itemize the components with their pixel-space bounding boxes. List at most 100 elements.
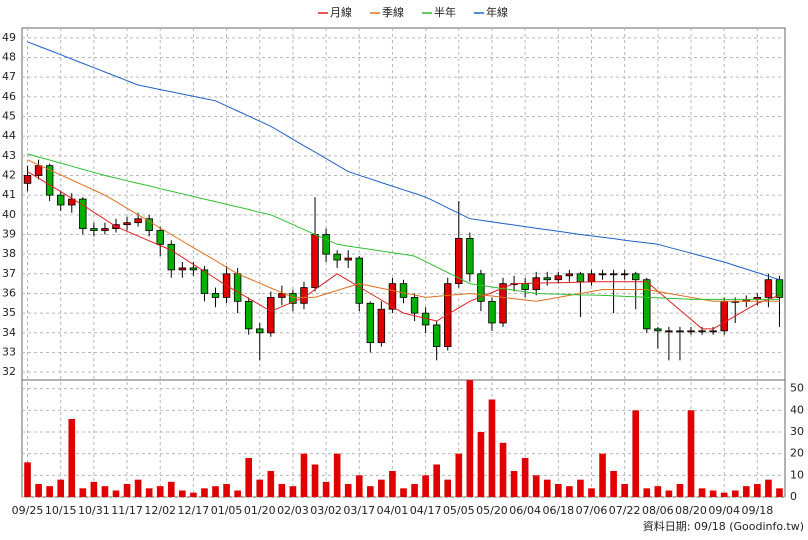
volume-bar [179, 490, 186, 497]
volume-bar [577, 479, 584, 497]
legend-label: 半年 [434, 5, 456, 19]
volume-bar [212, 486, 219, 497]
ma-line [27, 41, 780, 281]
candle-body [56, 194, 65, 206]
volume-bar [134, 479, 142, 497]
legend-label: 季線 [382, 5, 404, 19]
candle-body [587, 273, 596, 283]
x-tick-label: 09/04 [708, 504, 740, 517]
candle-body [90, 228, 98, 231]
plot-frame [21, 27, 786, 498]
candle-body [289, 293, 297, 304]
candle-body [565, 273, 574, 277]
x-tick-label: 10/31 [78, 504, 110, 517]
x-tick-label: 10/15 [45, 504, 77, 517]
volume-tick-label: 40 [790, 403, 804, 416]
volume-bar [466, 380, 474, 497]
volume-tick-label: 10 [790, 468, 804, 481]
volume-bar [112, 490, 120, 497]
x-tick-label: 01/20 [244, 504, 276, 517]
volume-bar [477, 432, 485, 497]
x-tick-label: 06/18 [542, 504, 574, 517]
candle-body [399, 283, 408, 298]
volume-bar [433, 464, 440, 497]
y-tick-label: 43 [2, 149, 16, 162]
volume-bar [145, 488, 153, 497]
candle-body [499, 283, 507, 324]
volume-bar [687, 410, 695, 497]
candle-body [698, 330, 706, 333]
candle-body [665, 330, 673, 333]
x-tick-label: 07/22 [609, 504, 641, 517]
volume-bar [643, 488, 651, 497]
x-tick-label: 01/05 [211, 504, 243, 517]
candle-body [543, 277, 551, 281]
volume-bar [223, 484, 230, 497]
candle-body [388, 283, 397, 310]
candle-body [764, 279, 773, 298]
volume-bar [455, 453, 463, 497]
candle-body [598, 273, 607, 276]
y-tick-label: 34 [2, 326, 16, 339]
candle-body [720, 300, 728, 332]
volume-bar [720, 492, 728, 497]
candle-body [278, 293, 286, 298]
y-tick-label: 38 [2, 247, 16, 260]
volume-bar [532, 475, 540, 497]
volume-bar [378, 479, 385, 497]
footer: 資料日期: 09/18 (Goodinfo.tw) [643, 519, 804, 533]
volume-bar [35, 484, 42, 497]
volume-bar [543, 479, 551, 497]
volume-tick-label: 0 [790, 490, 797, 503]
candle-body [178, 267, 187, 271]
volume-bar [400, 488, 407, 497]
volume-bar [311, 464, 319, 497]
volume-bar [444, 479, 452, 497]
candle-body [775, 279, 784, 298]
volume-bar [742, 486, 750, 497]
volume-bar [57, 479, 65, 497]
candle-body [488, 300, 496, 324]
candle-body [455, 238, 463, 285]
x-tick-label: 12/02 [144, 504, 176, 517]
volume-bar [632, 410, 640, 497]
candle-body [45, 165, 54, 196]
candle-body [167, 243, 175, 271]
volume-bar [344, 484, 352, 497]
volume-bar [765, 479, 772, 497]
candle-body [676, 330, 684, 333]
volume-bar [510, 471, 518, 497]
candle-body [134, 218, 142, 224]
ma-line [27, 159, 780, 302]
volume-bar [754, 484, 761, 497]
y-tick-label: 44 [2, 129, 16, 142]
candle-body [311, 234, 319, 288]
volume-bar [676, 484, 684, 497]
candle-body [554, 275, 563, 281]
x-tick-label: 04/01 [377, 504, 409, 517]
x-tick-label: 05/05 [443, 504, 475, 517]
candle-body [709, 330, 717, 333]
volume-bar [123, 484, 131, 497]
candle-body [477, 273, 485, 302]
volume-bar [588, 488, 595, 497]
candle-body [687, 330, 695, 333]
candle-body [521, 283, 529, 290]
volume-bar [621, 484, 628, 497]
ma-line [27, 153, 780, 300]
volume-bar [156, 486, 164, 497]
candle-body [189, 267, 198, 271]
candle-body [79, 198, 87, 229]
volume-tick-label: 50 [790, 382, 804, 395]
candle-body [466, 238, 474, 275]
candle-body [344, 257, 352, 261]
candle-body [620, 273, 629, 276]
candle-body [101, 228, 109, 231]
volume-bar [167, 481, 175, 497]
volume-bar [488, 399, 496, 497]
y-tick-label: 49 [2, 31, 16, 44]
volume-bar [24, 462, 31, 497]
candle-body [68, 198, 76, 206]
legend-label: 年線 [486, 5, 508, 19]
